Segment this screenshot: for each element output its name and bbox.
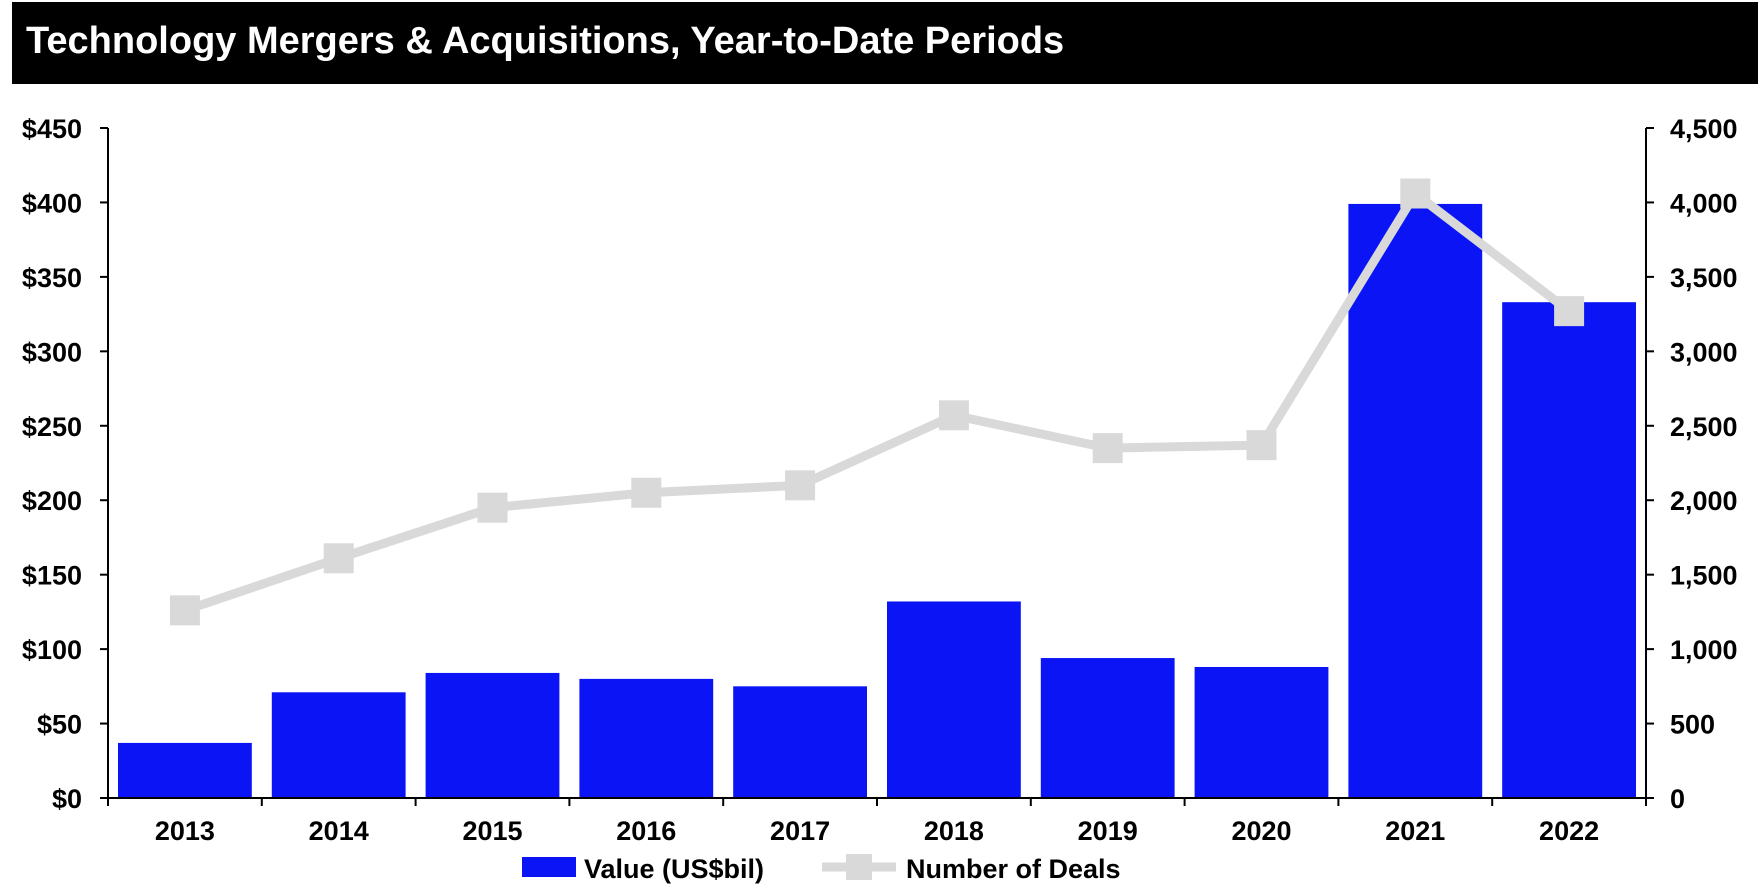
x-tick-label: 2019 [1078,816,1138,846]
x-tick-label: 2021 [1385,816,1445,846]
bar-2022 [1502,302,1637,798]
x-tick-label: 2017 [770,816,830,846]
x-tick-label: 2015 [462,816,522,846]
deals-marker-2014 [323,543,354,574]
deals-marker-2018 [938,400,969,431]
bar-2018 [886,601,1021,798]
left-tick-label: $400 [22,188,82,218]
left-tick-label: $350 [22,263,82,293]
deals-marker-2015 [477,492,508,523]
deals-marker-2016 [631,477,662,508]
x-tick-label: 2014 [309,816,369,846]
right-tick-label: 1,000 [1670,635,1738,665]
bar-2020 [1194,666,1329,798]
deals-line [183,189,1572,615]
x-tick-label: 2018 [924,816,984,846]
bar-2017 [733,686,868,798]
right-tick-label: 4,500 [1670,114,1738,144]
legend-label-deals: Number of Deals [906,854,1121,884]
bar-2019 [1040,658,1175,798]
x-tick-label: 2016 [616,816,676,846]
chart-title-bar: Technology Mergers & Acquisitions, Year-… [12,2,1758,84]
right-tick-label: 2,000 [1670,486,1738,516]
deals-marker-2017 [785,470,816,501]
right-tick-label: 3,500 [1670,263,1738,293]
left-tick-label: $150 [22,561,82,591]
left-tick-label: $300 [22,337,82,367]
right-tick-label: 500 [1670,710,1715,740]
deals-marker-2013 [169,595,200,626]
legend: Value (US$bil) Number of Deals [522,854,1121,884]
left-tick-label: $0 [52,784,82,814]
legend-swatch-value [522,857,576,877]
right-tick-label: 2,500 [1670,412,1738,442]
bar-2016 [579,678,714,798]
bar-2021 [1348,203,1483,798]
x-tick-label: 2013 [155,816,215,846]
bar-series [117,203,1637,798]
right-tick-label: 3,000 [1670,337,1738,367]
right-tick-label: 4,000 [1670,188,1738,218]
left-tick-label: $100 [22,635,82,665]
chart-title: Technology Mergers & Acquisitions, Year-… [26,20,1065,62]
axes: $0 $50 $100 $150 $200 $250 $300 $350 $400 $450 0 50… [22,114,1738,846]
deals-marker-2019 [1092,433,1123,464]
left-tick-label: $250 [22,412,82,442]
right-tick-label: 0 [1670,784,1685,814]
bar-2013 [117,742,252,798]
deals-marker-2022 [1554,296,1585,327]
deals-marker-2020 [1246,430,1277,461]
left-tick-label: $450 [22,114,82,144]
line-series [169,178,1585,626]
left-tick-label: $50 [37,710,82,740]
bar-2015 [425,672,560,798]
right-tick-label: 1,500 [1670,561,1738,591]
legend-label-value: Value (US$bil) [584,854,764,884]
left-tick-label: $200 [22,486,82,516]
x-tick-label: 2022 [1539,816,1599,846]
deals-marker-2021 [1400,178,1431,209]
legend-marker-deals [846,854,872,880]
bar-2014 [271,692,406,798]
x-tick-label: 2020 [1231,816,1291,846]
